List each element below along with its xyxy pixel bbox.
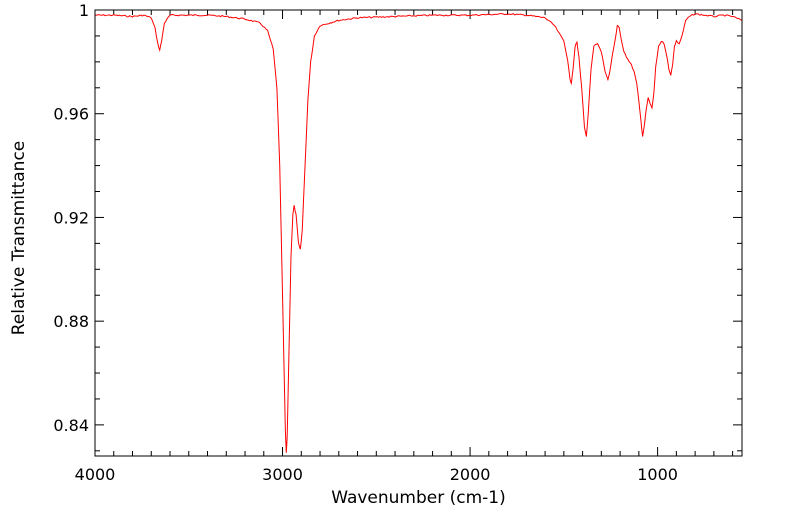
axis-ticks	[94, 9, 742, 456]
y-tick-label: 0.96	[53, 105, 89, 124]
x-axis-label: Wavenumber (cm-1)	[331, 488, 506, 508]
y-tick-label: 0.84	[53, 416, 89, 435]
x-tick-label: 4000	[75, 465, 116, 484]
y-axis-label: Relative Transmittance	[9, 141, 29, 336]
tick-labels: 4000 3000 2000 1000 0.84 0.88 0.92 0.96 1	[53, 1, 678, 484]
spectrum-series-line	[95, 13, 742, 453]
y-tick-label: 1	[79, 1, 89, 20]
plot-frame	[94, 9, 743, 457]
y-tick-label: 0.92	[53, 208, 89, 227]
plot-area	[95, 13, 742, 453]
y-tick-label: 0.88	[53, 312, 89, 331]
x-tick-label: 2000	[450, 465, 491, 484]
x-tick-label: 1000	[637, 465, 678, 484]
x-tick-label: 3000	[262, 465, 303, 484]
